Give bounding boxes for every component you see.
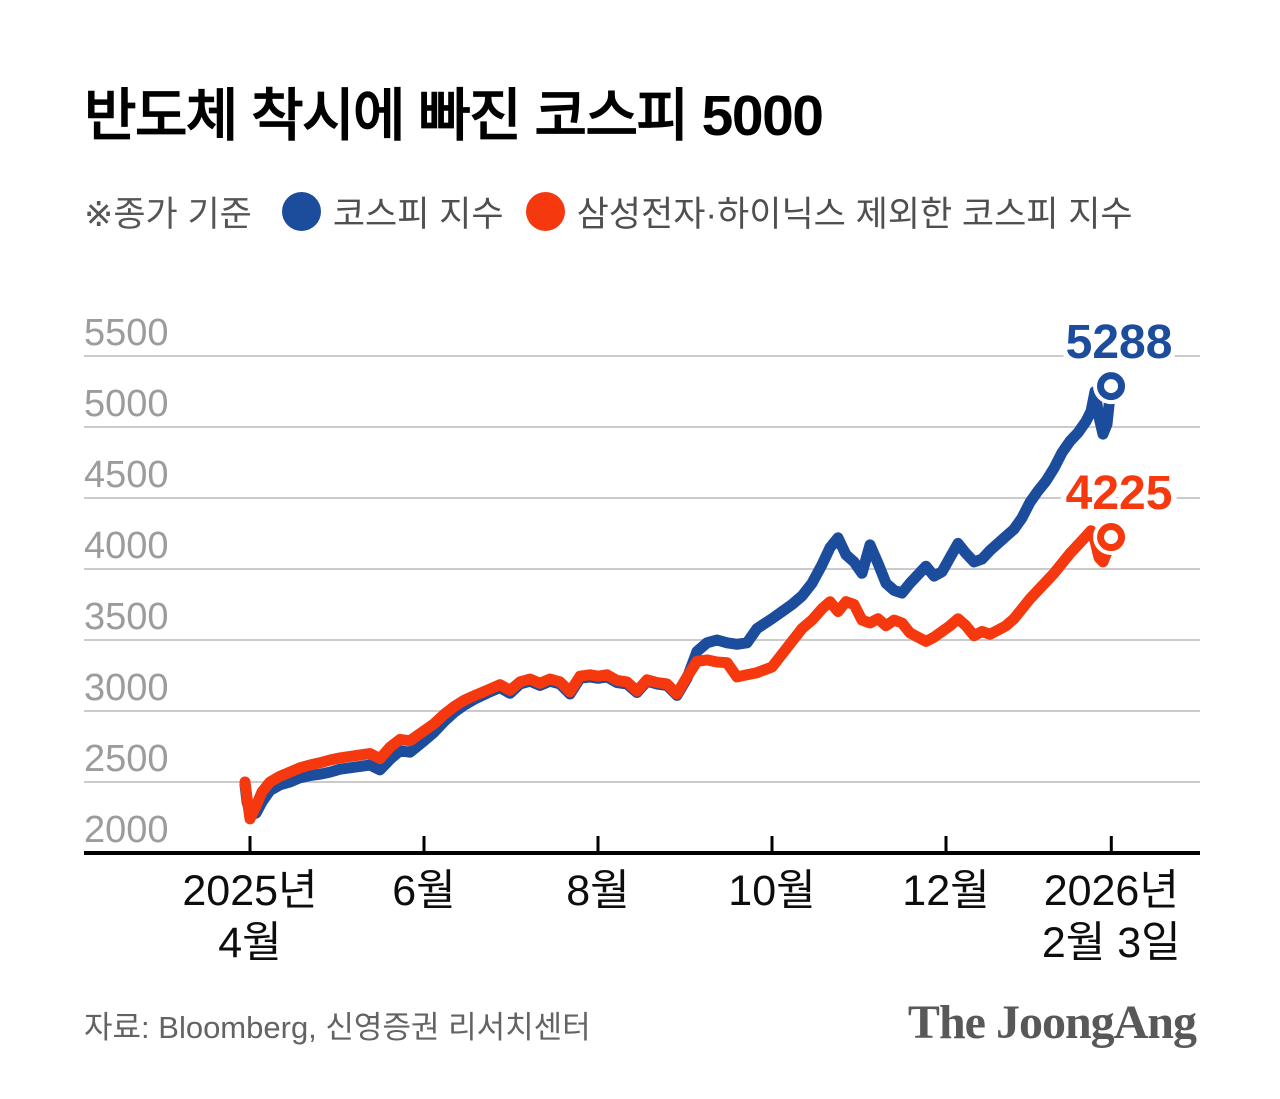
y-axis-label: 5500 [84, 312, 169, 354]
y-axis-label: 2500 [84, 738, 169, 780]
legend-note: ※종가 기준 [84, 195, 252, 234]
legend-item-1: 삼성전자·하이닉스 제외한 코스피 지수 [525, 186, 1133, 237]
legend-label: 삼성전자·하이닉스 제외한 코스피 지수 [576, 195, 1133, 234]
legend-item-0: 코스피 지수 [281, 186, 504, 237]
legend: ※종가 기준 코스피 지수 삼성전자·하이닉스 제외한 코스피 지수 [84, 186, 1133, 237]
y-axis-label: 4000 [84, 525, 169, 567]
y-axis-label: 5000 [84, 383, 169, 425]
series-line-0 [239, 380, 1117, 819]
legend-items: 코스피 지수 삼성전자·하이닉스 제외한 코스피 지수 [281, 186, 1133, 237]
end-marker [1097, 523, 1126, 552]
x-axis-label: 4월 [218, 919, 281, 967]
end-marker [1097, 372, 1126, 401]
x-axis-label: 6월 [392, 867, 455, 915]
chart-title: 반도체 착시에 빠진 코스피 5000 [84, 84, 824, 148]
y-axis-label: 3000 [84, 667, 169, 709]
end-value-label: 5288 [1066, 316, 1173, 369]
x-axis-label: 12월 [902, 867, 989, 915]
x-axis-label: 2025년 [182, 867, 317, 915]
y-axis-label: 3500 [84, 596, 169, 638]
x-axis-label: 8월 [566, 867, 629, 915]
y-axis-label: 2000 [84, 809, 169, 851]
legend-label: 코스피 지수 [332, 195, 504, 234]
y-axis-label: 4500 [84, 454, 169, 496]
joongang-logo: The JoongAng [907, 996, 1197, 1049]
x-axis-label: 10월 [728, 867, 815, 915]
x-axis-label: 2026년 [1044, 867, 1179, 915]
end-value-label: 4225 [1066, 467, 1173, 520]
source-note: 자료: Bloomberg, 신영증권 리서치센터 [84, 1010, 591, 1045]
footer: 자료: Bloomberg, 신영증권 리서치센터 The JoongAng [84, 995, 1197, 1050]
legend-dot-icon [281, 192, 321, 231]
x-axis-label: 2월 3일 [1042, 919, 1181, 967]
series-line-1 [239, 525, 1117, 825]
legend-dot-icon [525, 192, 565, 231]
